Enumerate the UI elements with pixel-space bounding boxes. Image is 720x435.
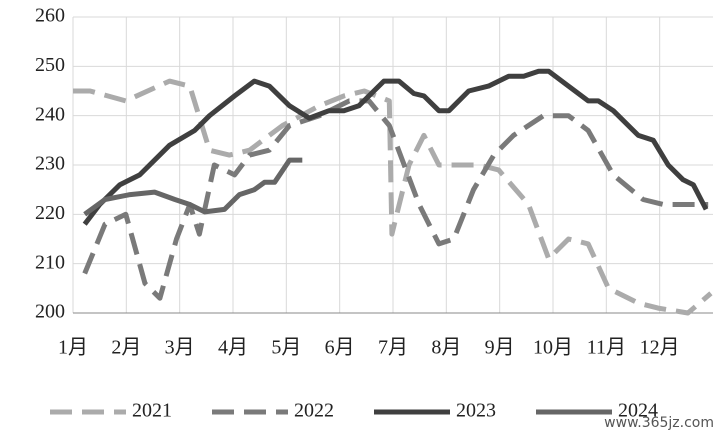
x-tick-label: 3月 — [165, 337, 195, 359]
watermark: www.365jz.com — [604, 415, 714, 431]
legend-label: 2023 — [456, 400, 496, 422]
y-tick-label: 250 — [35, 54, 65, 76]
y-tick-label: 200 — [35, 301, 65, 323]
series-line — [82, 68, 709, 226]
legend-label: 2024 — [618, 400, 658, 422]
series-line — [82, 98, 709, 301]
x-tick-label: 2月 — [111, 337, 141, 359]
x-tick-label: 6月 — [325, 337, 355, 359]
x-tick-label: 12月 — [640, 337, 680, 359]
x-tick-label: 7月 — [378, 337, 408, 359]
series-line — [83, 157, 303, 217]
series-line — [73, 78, 713, 316]
x-tick-label: 4月 — [218, 337, 248, 359]
legend-label: 2021 — [132, 400, 172, 422]
y-tick-label: 220 — [35, 202, 65, 224]
x-tick-label: 1月 — [58, 337, 88, 359]
legend-label: 2022 — [294, 400, 334, 422]
y-tick-label: 230 — [35, 153, 65, 175]
x-tick-label: 8月 — [431, 337, 461, 359]
y-tick-label: 210 — [35, 251, 65, 273]
y-tick-label: 260 — [35, 5, 65, 27]
y-tick-label: 240 — [35, 103, 65, 125]
x-tick-label: 9月 — [485, 337, 515, 359]
x-tick-label: 10月 — [533, 337, 573, 359]
x-tick-label: 11月 — [587, 337, 626, 359]
x-tick-label: 5月 — [271, 337, 301, 359]
